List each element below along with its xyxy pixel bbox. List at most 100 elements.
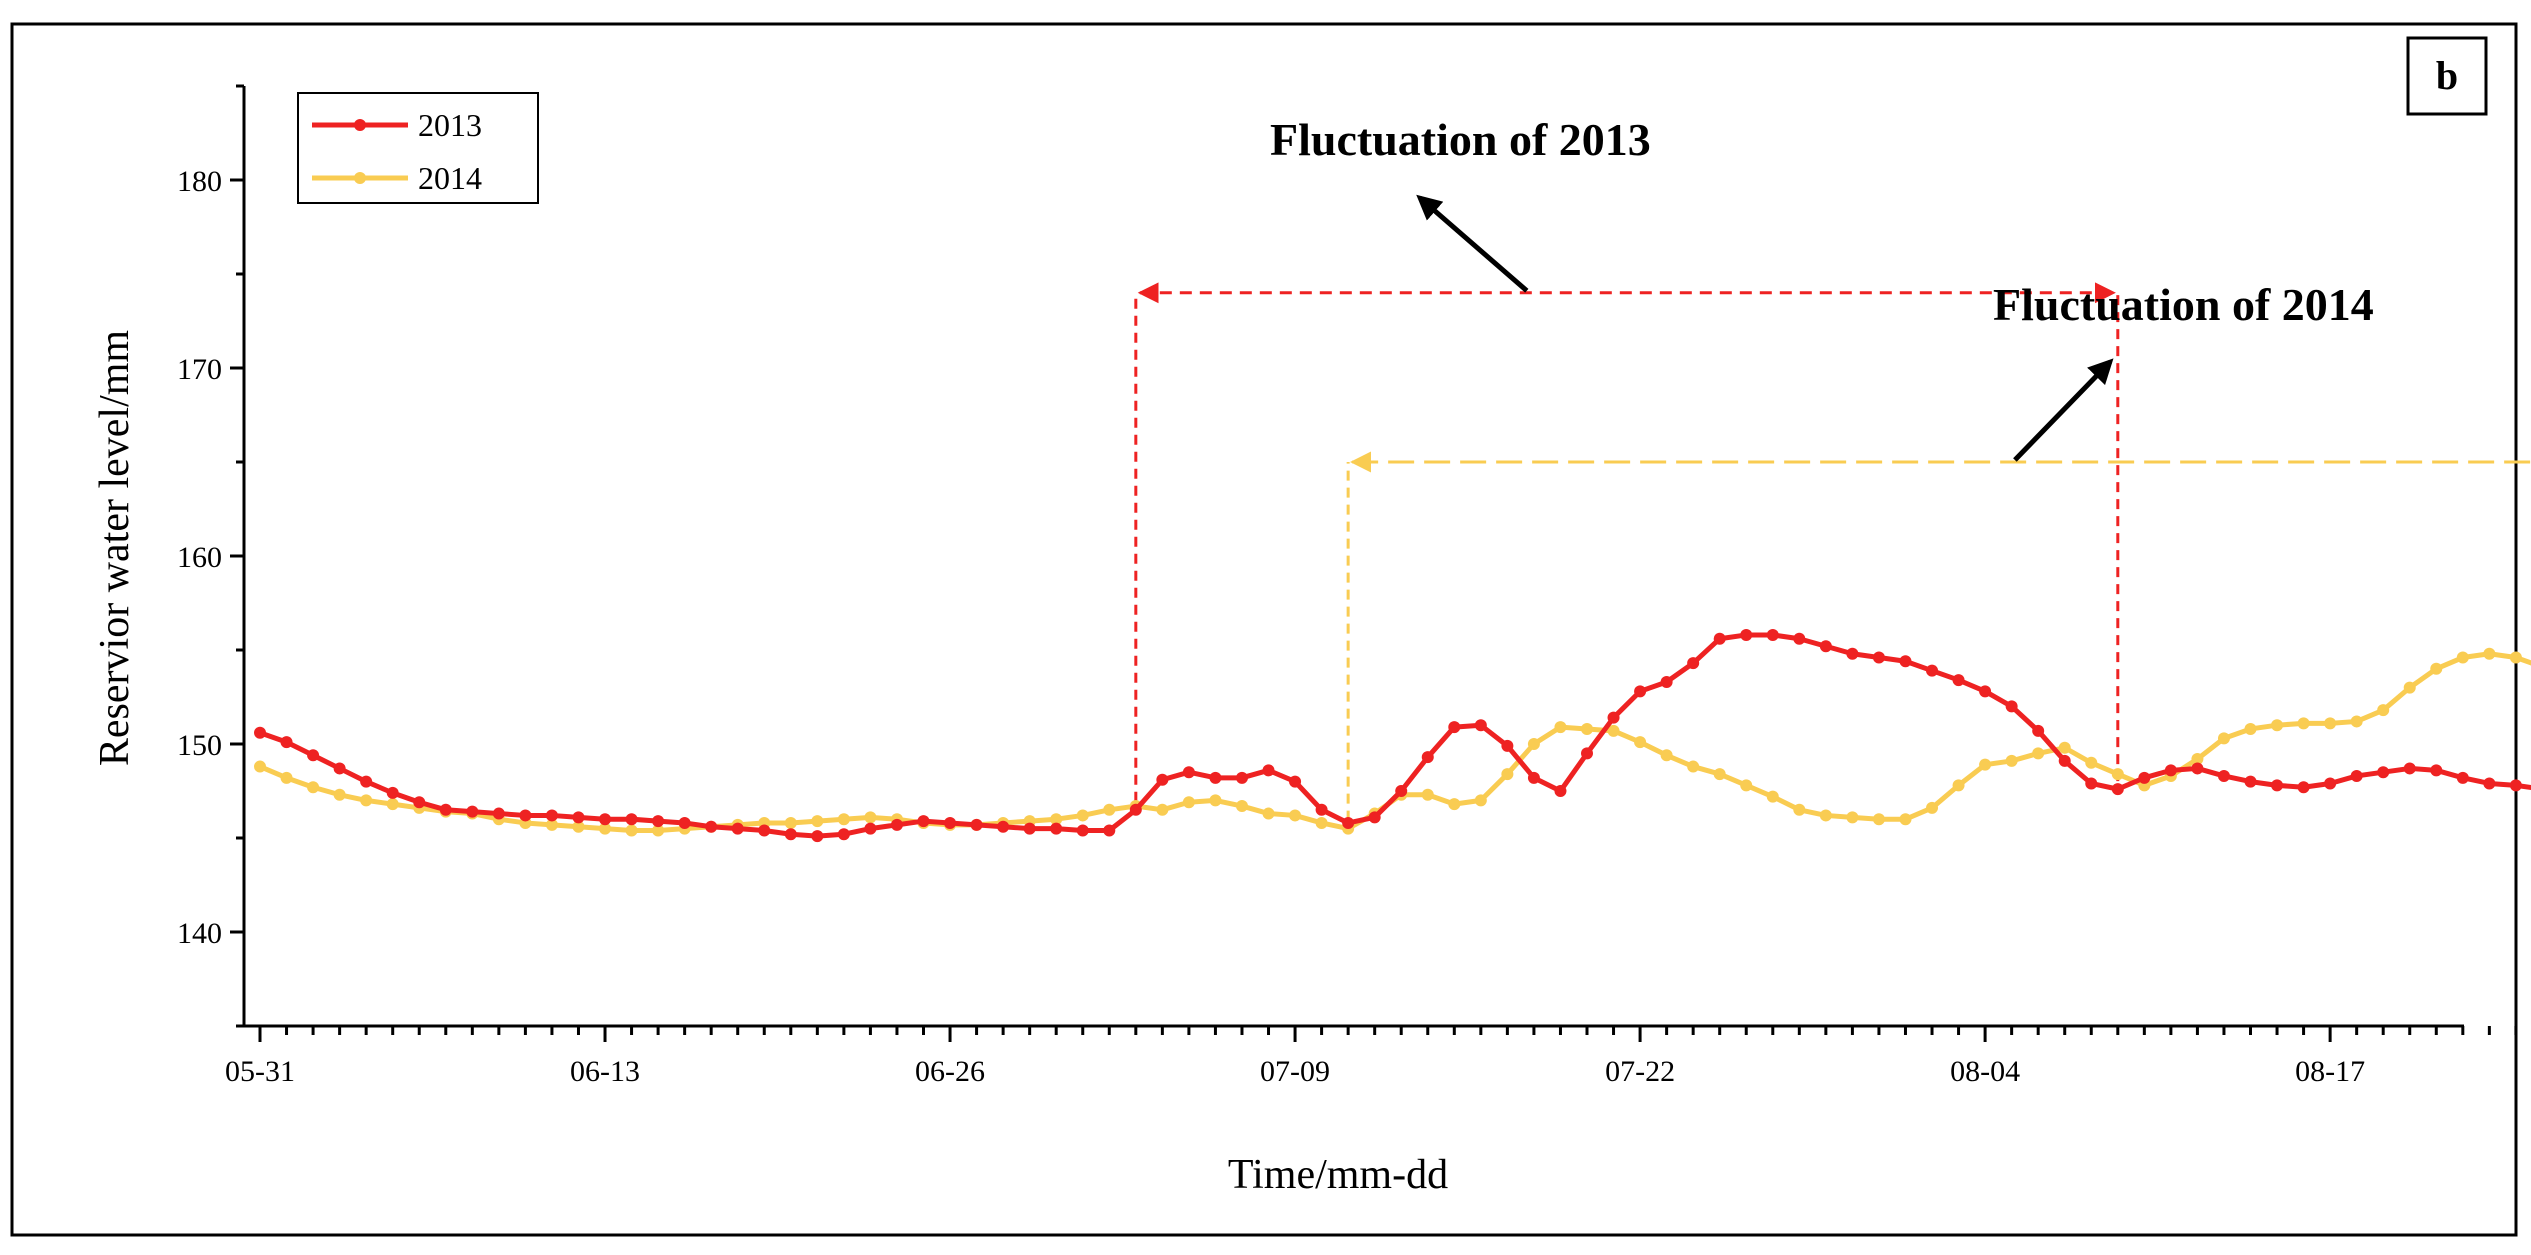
series-2013-point (1872, 651, 1885, 664)
series-2014-point (784, 816, 797, 829)
series-2014-point (1554, 721, 1567, 734)
legend-box (297, 92, 539, 204)
series-2013-point (545, 809, 558, 822)
outer-frame (10, 22, 2518, 1237)
legend-label-2013: 2013 (418, 107, 482, 143)
series-2013-point (2297, 781, 2310, 794)
series-2014-point (254, 760, 266, 773)
panel-label-box (2406, 36, 2488, 116)
series-2013-point (2403, 762, 2416, 775)
series-2014-point (837, 813, 850, 826)
y-tick-label: 140 (177, 917, 222, 950)
series-2013-point (2217, 769, 2230, 782)
series-2013-point (2058, 754, 2071, 767)
series-2014-point (625, 824, 638, 837)
series-2013-point (1819, 640, 1832, 653)
series-2013-point (572, 811, 585, 824)
legend-marker-2013 (354, 119, 366, 131)
series-2013-point (2324, 777, 2337, 790)
legend: 2013 2014 (297, 92, 539, 204)
series-2013-point (784, 828, 797, 841)
series-2014-point (1607, 724, 1620, 737)
series-2013-point (2111, 783, 2124, 796)
series-2014-point (1687, 760, 1700, 773)
series-2014-point (2032, 747, 2045, 760)
series-2014-point (545, 818, 558, 831)
series-2013-point (1581, 747, 1593, 760)
series-2013-point (2350, 769, 2363, 782)
series-2013-line (259, 632, 2531, 839)
series-2013-point (1395, 785, 1408, 797)
series-2013-point (1368, 811, 1381, 824)
panel-label: b (2436, 53, 2458, 98)
annotation-2013-text: Fluctuation of 2013 (1270, 114, 1651, 165)
series-layer (254, 628, 2531, 843)
series-2013-point (307, 749, 320, 762)
series-2013-point (1235, 771, 1248, 784)
series-2014-point (2350, 715, 2363, 728)
series-2013-point (466, 805, 479, 818)
legend-label-2014: 2014 (418, 160, 482, 196)
series-2014-point (280, 771, 293, 784)
series-2013-point (811, 830, 824, 843)
series-2014-point (1926, 801, 1939, 814)
series-2013-point (970, 818, 983, 831)
series-2013-point (1474, 719, 1487, 732)
series-2013-point (439, 803, 452, 816)
series-2014-point (1103, 803, 1116, 816)
series-2013-point (1554, 785, 1567, 797)
ticks-layer: 140 150 160 170 180 05-31 06-13 06-26 07-09 07-22… (177, 84, 2518, 1088)
series-2014-point (1660, 749, 1673, 762)
series-2013-point (1527, 771, 1540, 784)
series-2013-point (1421, 751, 1434, 764)
series-2014-point (307, 781, 320, 794)
series-2014-point (1050, 813, 1063, 826)
series-2013-point (254, 726, 266, 739)
series-2013-point (360, 775, 373, 788)
series-2013-point (2483, 777, 2496, 790)
series-2014-point (2217, 732, 2230, 745)
series-2014-point (1793, 803, 1806, 816)
series-2014-point (2244, 722, 2257, 735)
series-2013-point (1607, 711, 1620, 724)
y-tick-label: 180 (177, 165, 222, 198)
annotation-2013-pointer-arrow (1416, 194, 1529, 293)
y-tick-label: 150 (177, 729, 222, 762)
annotation-2014-pointer-arrow (2013, 358, 2114, 462)
series-2014-point (2297, 717, 2310, 730)
series-2014-point (2509, 651, 2522, 664)
series-2013-point (2164, 764, 2177, 777)
series-2014-point (1235, 800, 1248, 813)
series-2014-point (1209, 794, 1222, 807)
series-2013-point (2085, 777, 2098, 790)
series-2014-point (2191, 753, 2204, 766)
series-2013-point (917, 815, 930, 828)
series-2014-point (360, 794, 373, 807)
series-2014-point (1315, 816, 1328, 829)
series-2013-point (1766, 628, 1779, 641)
series-2014-point (652, 824, 665, 837)
series-2013-point (890, 818, 903, 831)
x-tick-label: 06-13 (570, 1055, 640, 1088)
series-2014-point (2377, 704, 2390, 717)
series-2013-point (386, 786, 399, 799)
series-2013-point (1634, 685, 1647, 698)
series-2013-point (864, 822, 877, 835)
series-2013-point (1899, 655, 1912, 668)
series-2013-point (1713, 632, 1726, 645)
series-2013-point (652, 815, 665, 828)
series-2014-point (572, 820, 585, 833)
series-2014-point (1076, 809, 1089, 822)
series-2013-point (1156, 773, 1169, 786)
series-2013-point (1501, 739, 1514, 752)
series-2013-point (1793, 632, 1806, 645)
series-2014-point (2085, 756, 2098, 769)
series-2014-point (1766, 790, 1779, 803)
series-2013-point (2244, 775, 2257, 788)
series-2013-point (1926, 664, 1939, 677)
series-2014-point (1501, 768, 1514, 781)
series-2013-point (1103, 824, 1116, 837)
series-2013-point (1289, 775, 1302, 788)
legend-marker-2014 (354, 172, 366, 184)
